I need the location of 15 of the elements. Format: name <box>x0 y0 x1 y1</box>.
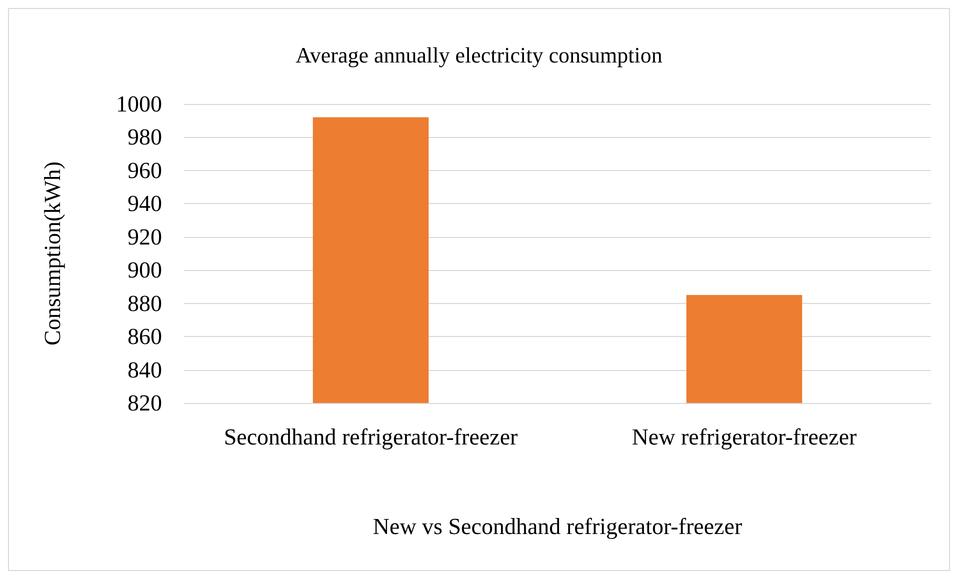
y-tick-label: 820 <box>128 390 162 416</box>
x-axis-title: New vs Secondhand refrigerator-freezer <box>372 514 742 539</box>
y-axis-title: Consumption(kWh) <box>40 162 65 346</box>
y-tick-label: 1000 <box>116 92 162 116</box>
y-tick-label: 940 <box>128 191 162 216</box>
y-tick-label: 960 <box>128 158 162 183</box>
y-tick-label: 980 <box>128 124 162 150</box>
chart-title: Average annually electricity consumption <box>296 42 662 68</box>
y-tick-label: 920 <box>128 224 162 250</box>
y-tick-label: 860 <box>128 324 162 350</box>
x-tick-label: Secondhand refrigerator-freezer <box>224 424 518 450</box>
x-tick-label: New refrigerator-freezer <box>632 424 858 450</box>
y-tick-label: 900 <box>128 258 162 283</box>
y-tick-label: 840 <box>128 357 162 382</box>
y-tick-label: 880 <box>128 290 162 316</box>
